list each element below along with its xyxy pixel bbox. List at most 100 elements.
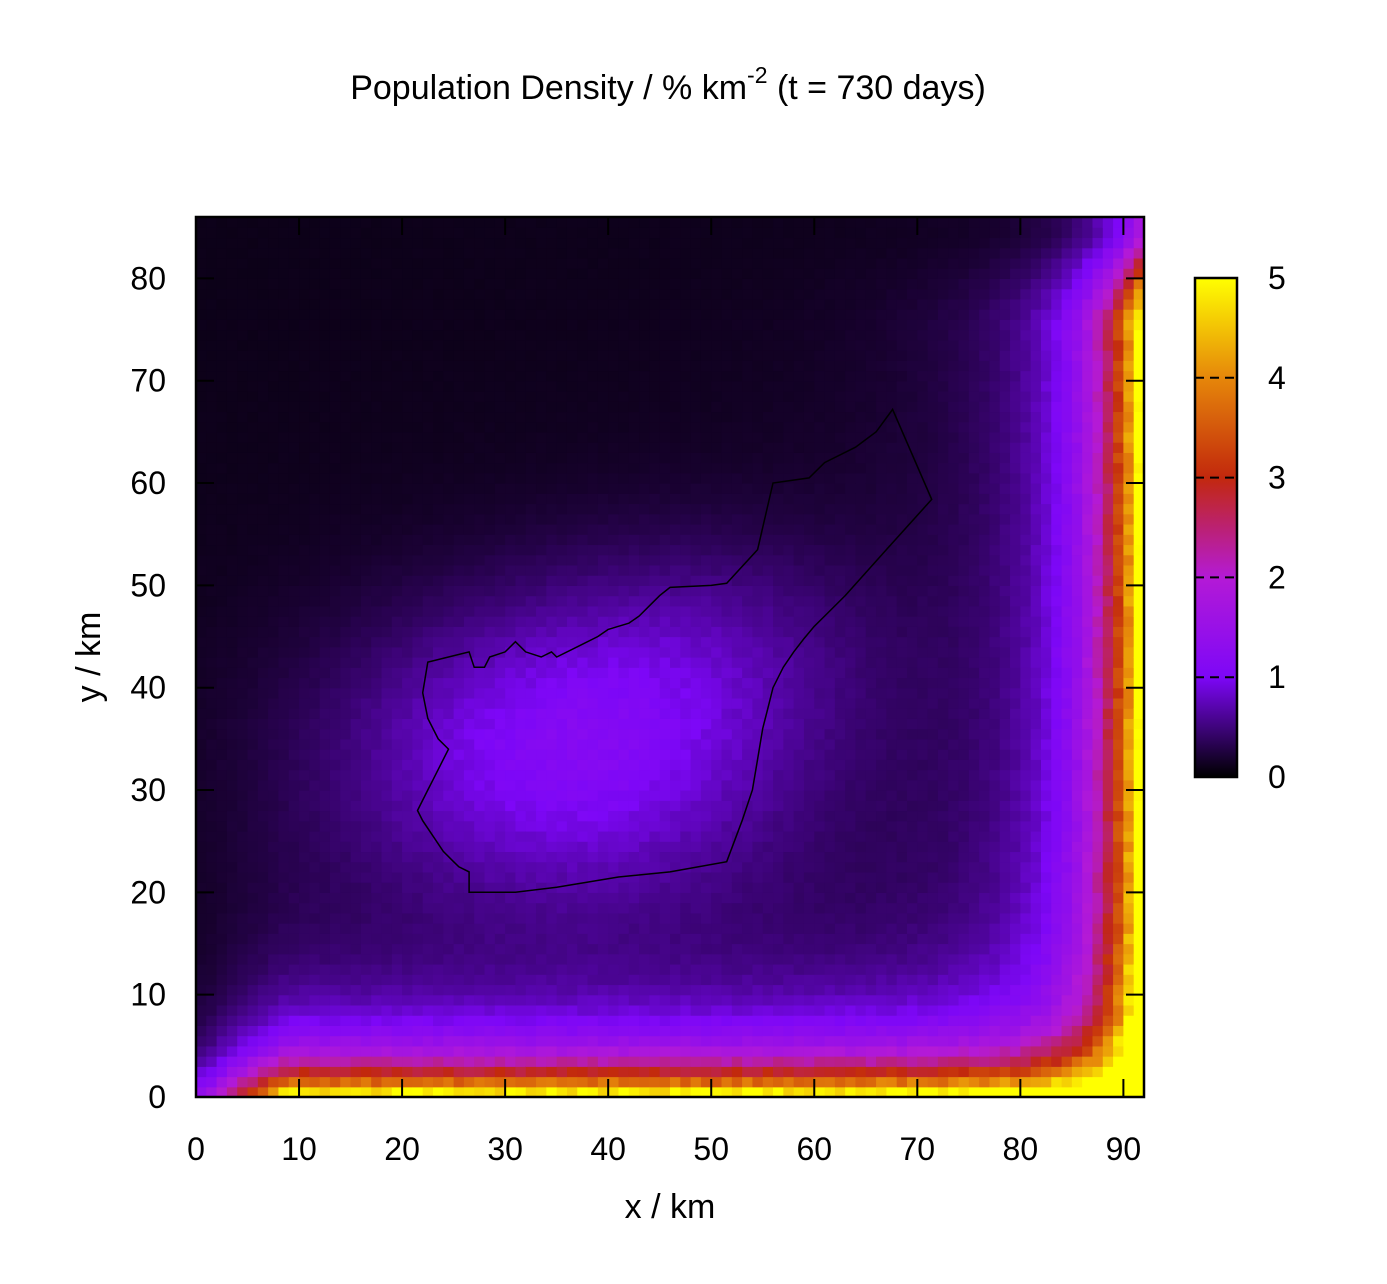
heatmap-cell xyxy=(773,738,784,750)
heatmap-cell xyxy=(360,575,372,586)
heatmap-cell xyxy=(257,431,269,443)
heatmap-cell xyxy=(216,820,228,832)
heatmap-cell xyxy=(257,667,269,679)
heatmap-cell xyxy=(690,1076,702,1088)
heatmap-cell xyxy=(536,933,547,945)
heatmap-cell xyxy=(381,923,393,934)
heatmap-cell xyxy=(350,687,362,699)
heatmap-cell xyxy=(700,697,712,709)
heatmap-cell xyxy=(608,1015,620,1026)
heatmap-cell xyxy=(505,360,517,372)
heatmap-cell xyxy=(608,667,620,679)
heatmap-cell xyxy=(587,319,599,331)
heatmap-cell xyxy=(216,237,228,249)
heatmap-cell xyxy=(608,370,620,382)
heatmap-cell xyxy=(278,339,290,351)
heatmap-cell xyxy=(309,841,321,853)
heatmap-cell xyxy=(639,585,650,597)
heatmap-cell xyxy=(700,319,712,331)
heatmap-cell xyxy=(319,892,331,904)
heatmap-cell xyxy=(206,483,218,494)
heatmap-cell xyxy=(680,513,692,525)
heatmap-cell xyxy=(422,800,434,812)
heatmap-cell xyxy=(226,585,238,597)
heatmap-cell xyxy=(577,912,589,924)
heatmap-cell xyxy=(783,288,795,300)
heatmap-cell xyxy=(226,493,238,505)
heatmap-cell xyxy=(319,339,331,351)
heatmap-cell xyxy=(443,1056,455,1067)
heatmap-cell xyxy=(350,1035,362,1047)
heatmap-cell xyxy=(494,851,506,863)
heatmap-cell xyxy=(360,493,372,505)
heatmap-cell xyxy=(443,472,455,484)
heatmap-cell xyxy=(680,421,692,433)
heatmap-cell xyxy=(329,851,341,863)
heatmap-cell xyxy=(773,227,784,239)
heatmap-cell xyxy=(433,544,444,556)
heatmap-cell xyxy=(597,636,609,648)
heatmap-cell xyxy=(752,1015,764,1026)
heatmap-cell xyxy=(731,616,743,627)
heatmap-cell xyxy=(257,871,269,883)
heatmap-cell xyxy=(618,1066,630,1078)
heatmap-cell xyxy=(371,390,383,402)
heatmap-cell xyxy=(391,779,403,791)
heatmap-cell xyxy=(381,820,393,832)
heatmap-cell xyxy=(618,564,630,576)
heatmap-cell xyxy=(618,575,630,586)
heatmap-cell xyxy=(360,902,372,914)
heatmap-cell xyxy=(216,749,228,760)
heatmap-cell xyxy=(659,1086,671,1097)
heatmap-cell xyxy=(391,657,403,668)
heatmap-cell xyxy=(742,227,754,239)
heatmap-cell xyxy=(505,687,517,699)
heatmap-cell xyxy=(546,1086,558,1097)
heatmap-cell xyxy=(700,667,712,679)
heatmap-cell xyxy=(206,984,218,996)
heatmap-cell xyxy=(690,319,702,331)
heatmap-cell xyxy=(711,534,723,546)
heatmap-cell xyxy=(680,984,692,996)
heatmap-cell xyxy=(278,933,290,945)
heatmap-cell xyxy=(484,830,496,842)
heatmap-cell xyxy=(453,564,465,576)
heatmap-cell xyxy=(371,493,383,505)
heatmap-cell xyxy=(711,350,723,361)
heatmap-cell xyxy=(381,339,393,351)
heatmap-cell xyxy=(268,779,280,791)
heatmap-cell xyxy=(731,912,743,924)
heatmap-cell xyxy=(226,401,238,413)
heatmap-cell xyxy=(556,892,568,904)
heatmap-cell xyxy=(536,759,547,771)
heatmap-cell xyxy=(340,1076,352,1088)
heatmap-cell xyxy=(566,442,578,453)
heatmap-cell xyxy=(649,544,661,556)
heatmap-cell xyxy=(247,452,259,464)
heatmap-cell xyxy=(443,595,455,607)
heatmap-cell xyxy=(536,882,547,893)
heatmap-cell xyxy=(505,923,517,934)
heatmap-cell xyxy=(515,462,527,474)
heatmap-cell xyxy=(494,595,506,607)
heatmap-cell xyxy=(587,360,599,372)
heatmap-cell xyxy=(505,380,517,392)
heatmap-cell xyxy=(505,390,517,402)
heatmap-cell xyxy=(566,370,578,382)
heatmap-cell xyxy=(288,820,300,832)
heatmap-cell xyxy=(247,616,259,627)
heatmap-cell xyxy=(505,810,517,822)
heatmap-cell xyxy=(525,1004,537,1016)
heatmap-cell xyxy=(742,851,754,863)
heatmap-cell xyxy=(659,268,671,279)
heatmap-cell xyxy=(628,994,640,1006)
heatmap-cell xyxy=(505,667,517,679)
heatmap-cell xyxy=(649,442,661,453)
heatmap-cell xyxy=(556,616,568,627)
heatmap-cell xyxy=(484,605,496,617)
heatmap-cell xyxy=(474,626,486,638)
heatmap-cell xyxy=(329,360,341,372)
heatmap-cell xyxy=(525,882,537,893)
heatmap-cell xyxy=(773,626,784,638)
heatmap-cell xyxy=(206,963,218,975)
